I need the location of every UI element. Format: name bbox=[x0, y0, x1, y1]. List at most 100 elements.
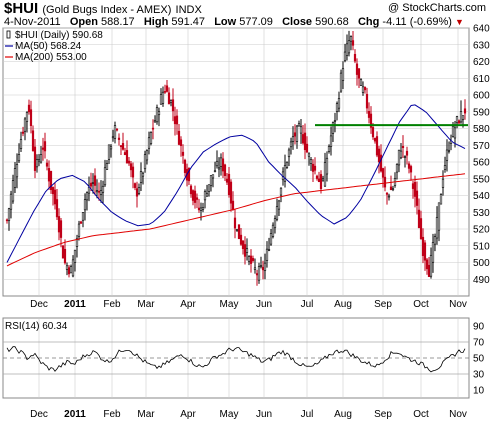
candle-body bbox=[439, 194, 443, 205]
candle-body bbox=[65, 265, 69, 270]
candle-body bbox=[279, 187, 283, 196]
candle-body bbox=[463, 108, 467, 114]
candle-body bbox=[453, 127, 457, 139]
rsi-tick-label: 30 bbox=[473, 370, 485, 381]
candle-body bbox=[107, 144, 111, 160]
candle-body bbox=[319, 174, 323, 190]
candle-body bbox=[23, 118, 27, 132]
candle-body bbox=[353, 53, 357, 62]
candle-body bbox=[149, 132, 153, 144]
candle-body bbox=[407, 163, 411, 169]
candle-body bbox=[299, 126, 303, 134]
candle-body bbox=[205, 193, 209, 197]
price-tick-label: 540 bbox=[473, 191, 490, 202]
candle-body bbox=[237, 224, 241, 240]
candle-body bbox=[133, 183, 137, 188]
ohlc-bar: 4-Nov-2011 Open 588.17 High 591.47 Low 5… bbox=[4, 16, 464, 28]
candle-body bbox=[103, 167, 107, 186]
candle-body bbox=[143, 154, 147, 170]
candle-body bbox=[397, 149, 401, 166]
candle-body bbox=[25, 111, 29, 122]
candle-body bbox=[377, 148, 381, 163]
candle-body bbox=[211, 174, 215, 179]
candle-body bbox=[269, 233, 273, 245]
candle-body bbox=[97, 190, 101, 193]
candle-body bbox=[217, 167, 221, 170]
candle-body bbox=[5, 219, 9, 222]
candle-body bbox=[151, 127, 155, 130]
price-tick-label: 510 bbox=[473, 241, 490, 252]
month-tick-label: May bbox=[220, 409, 239, 420]
candle-body bbox=[193, 190, 197, 203]
candle-body bbox=[409, 166, 413, 173]
ma50-line bbox=[6, 104, 466, 263]
legend-entry: MA(200) 553.00 bbox=[15, 52, 87, 63]
candle-body bbox=[383, 176, 387, 188]
candle-body bbox=[201, 207, 205, 210]
candle-body bbox=[345, 43, 349, 56]
candle-body bbox=[311, 163, 315, 172]
rsi-label: RSI(14) 60.34 bbox=[5, 321, 68, 332]
candle-body bbox=[75, 238, 79, 247]
candle-body bbox=[427, 264, 431, 277]
candle-body bbox=[359, 79, 363, 87]
month-tick-label: Apr bbox=[180, 299, 196, 310]
candle-body bbox=[273, 218, 277, 229]
candle-body bbox=[215, 160, 219, 167]
candle-body bbox=[225, 178, 229, 183]
exchange-label: INDX bbox=[175, 4, 202, 16]
candle-body bbox=[13, 168, 17, 188]
candle-body bbox=[305, 143, 309, 153]
candle-body bbox=[429, 254, 433, 277]
candle-body bbox=[403, 156, 407, 158]
price-tick-label: 500 bbox=[473, 258, 490, 269]
candle-body bbox=[27, 104, 31, 113]
candle-body bbox=[325, 157, 329, 175]
candle-body bbox=[147, 137, 151, 149]
candle-body bbox=[313, 165, 317, 171]
candle-body bbox=[451, 125, 455, 137]
candle-body bbox=[415, 190, 419, 206]
month-tick-label: Jun bbox=[256, 409, 272, 420]
low-label: Low bbox=[214, 16, 237, 28]
candle-body bbox=[127, 160, 131, 164]
candle-body bbox=[307, 153, 311, 157]
candle-body bbox=[265, 248, 269, 261]
candle-body bbox=[329, 135, 333, 147]
price-tick-label: 630 bbox=[473, 40, 490, 51]
candle-body bbox=[357, 68, 361, 79]
candle-body bbox=[213, 170, 217, 173]
candle-body bbox=[421, 236, 425, 256]
candle-body bbox=[159, 94, 163, 105]
candle-body bbox=[43, 141, 47, 152]
candle-body bbox=[437, 202, 441, 231]
candle-body bbox=[41, 147, 45, 150]
down-triangle-icon: ▼ bbox=[454, 17, 464, 27]
candle-body bbox=[349, 36, 353, 42]
low-value: 577.09 bbox=[239, 16, 273, 28]
candle-body bbox=[455, 116, 459, 124]
month-tick-label: Mar bbox=[137, 409, 155, 420]
candle-body bbox=[49, 170, 53, 191]
candle-body bbox=[391, 188, 395, 191]
candle-body bbox=[67, 267, 71, 275]
candle-body bbox=[341, 68, 345, 81]
month-tick-label: Apr bbox=[180, 409, 196, 420]
candle-body bbox=[229, 181, 233, 204]
candle-body bbox=[125, 150, 129, 164]
candle-body bbox=[231, 200, 235, 210]
candle-body bbox=[233, 217, 237, 229]
legend-entry: $HUI (Daily) 590.68 bbox=[15, 30, 103, 41]
candle-body bbox=[129, 163, 133, 171]
candle-body bbox=[337, 98, 341, 109]
candle-body bbox=[115, 128, 119, 131]
candle-body bbox=[117, 137, 121, 140]
candle-body bbox=[15, 164, 19, 178]
candle-body bbox=[423, 242, 427, 261]
month-tick-label: Aug bbox=[334, 409, 352, 420]
candle-body bbox=[321, 178, 325, 181]
ticker-symbol: $HUI bbox=[4, 0, 39, 17]
price-tick-label: 580 bbox=[473, 124, 490, 135]
candle-body bbox=[283, 165, 287, 182]
